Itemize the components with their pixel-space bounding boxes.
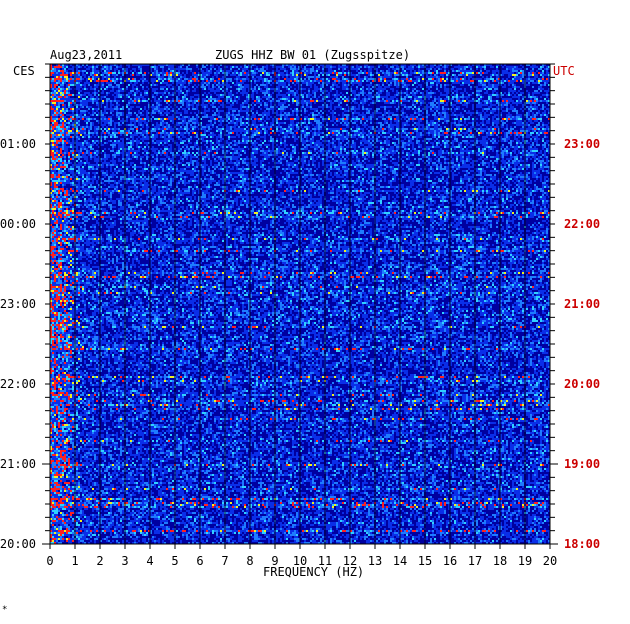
right-time-label: 19:00	[564, 457, 600, 471]
left-time-label: 20:00	[0, 537, 36, 551]
right-time-label: 20:00	[564, 377, 600, 391]
x-tick-label: 0	[46, 554, 53, 568]
x-tick-label: 3	[121, 554, 128, 568]
left-time-label: 00:00	[0, 217, 36, 231]
x-tick-label: 13	[368, 554, 382, 568]
left-time-label: 21:00	[0, 457, 36, 471]
x-tick-label: 5	[171, 554, 178, 568]
x-tick-label: 20	[543, 554, 557, 568]
right-time-label: 23:00	[564, 137, 600, 151]
x-tick-label: 1	[71, 554, 78, 568]
x-tick-label: 7	[221, 554, 228, 568]
x-axis-title: FREQUENCY (HZ)	[263, 566, 364, 578]
left-time-label: 01:00	[0, 137, 36, 151]
x-tick-label: 14	[393, 554, 407, 568]
right-time-label: 21:00	[564, 297, 600, 311]
left-time-label: 23:00	[0, 297, 36, 311]
spectrogram-grid	[50, 64, 550, 544]
x-tick-label: 2	[96, 554, 103, 568]
x-tick-label: 6	[196, 554, 203, 568]
x-tick-label: 8	[246, 554, 253, 568]
x-tick-label: 17	[468, 554, 482, 568]
right-time-label: 22:00	[564, 217, 600, 231]
x-tick-label: 18	[493, 554, 507, 568]
left-time-label: 22:00	[0, 377, 36, 391]
x-tick-label: 4	[146, 554, 153, 568]
x-tick-label: 16	[443, 554, 457, 568]
x-tick-label: 15	[418, 554, 432, 568]
x-tick-label: 19	[518, 554, 532, 568]
footer-mark: *	[2, 604, 7, 616]
right-time-label: 18:00	[564, 537, 600, 551]
